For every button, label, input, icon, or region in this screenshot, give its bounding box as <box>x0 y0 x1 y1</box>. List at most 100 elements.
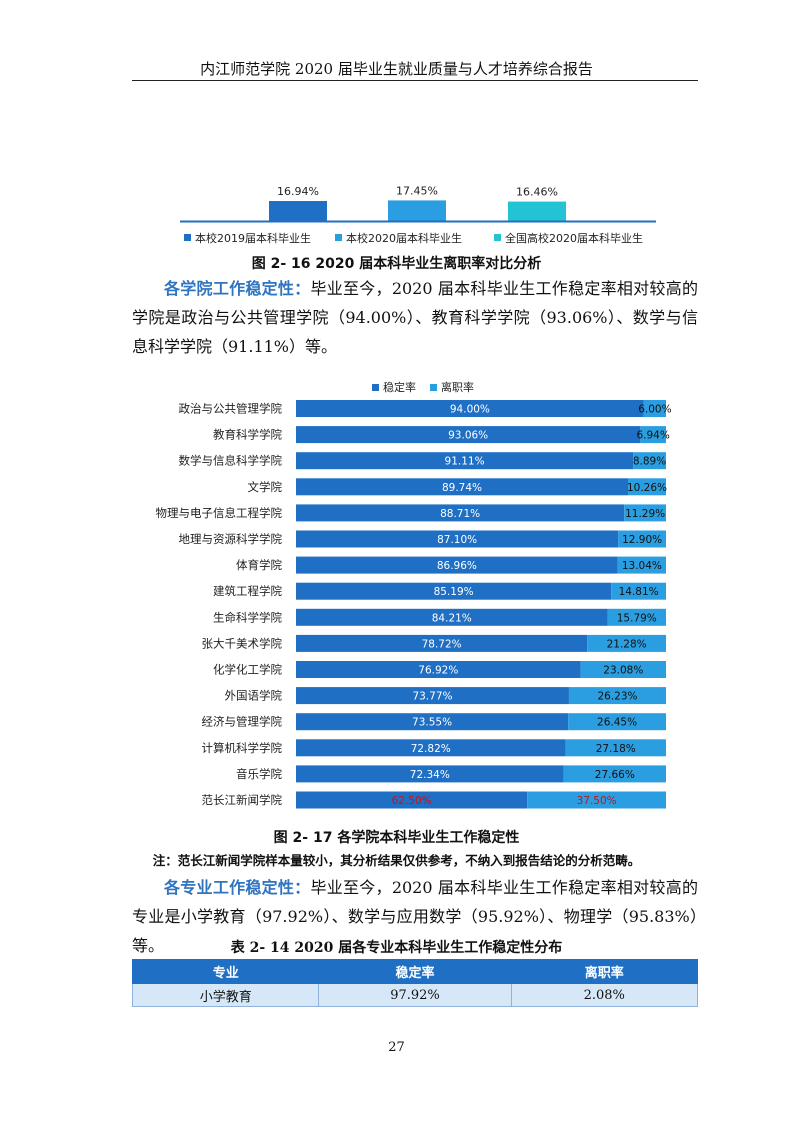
table-row: 小学教育 97.92% 2.08% <box>131 983 699 1007</box>
bar-leave <box>611 582 666 600</box>
bar-leave <box>643 400 666 417</box>
data-label-stable: 84.21% <box>432 612 472 624</box>
data-label-leave: 27.18% <box>596 743 636 755</box>
page-number: 27 <box>388 1040 405 1055</box>
section-body: 毕业至今，2020 届本科毕业生工作稳定率相对较高的专业是小学教育（97.92%… <box>132 878 698 955</box>
data-label-stable: 62.50% <box>392 795 432 807</box>
data-label-leave: 11.29% <box>625 508 665 520</box>
data-label-leave: 6.00% <box>638 404 671 416</box>
table-cell-leave-rate: 2.08% <box>510 983 699 1007</box>
page-header-title: 内江师范学院 2020 届毕业生就业质量与人才培养综合报告 <box>200 60 593 78</box>
data-label-stable: 78.72% <box>422 638 462 650</box>
category-label: 经济与管理学院 <box>202 715 283 729</box>
legend-label: 全国高校2020届本科毕业生 <box>505 231 643 245</box>
column-header-major: 专业 <box>131 959 320 984</box>
data-label-leave: 15.79% <box>617 612 657 624</box>
data-label-stable: 73.55% <box>412 717 452 729</box>
data-label: 16.46% <box>516 186 558 199</box>
figure-caption-2-17: 图 2- 17 各学院本科毕业生工作稳定性 <box>273 830 520 846</box>
data-label-leave: 6.94% <box>636 430 669 442</box>
legend-swatch <box>184 234 191 241</box>
bar-stable <box>296 556 618 574</box>
legend-label: 稳定率 <box>383 380 416 394</box>
bar-stable <box>296 687 569 705</box>
chart-turnover-comparison: 16.94% 17.45% 16.46% 本校2019届本科毕业生 本校2020届本科毕… <box>180 184 656 245</box>
table-header-row: 专业 稳定率 离职率 <box>131 959 699 984</box>
bar-leave <box>587 634 666 652</box>
bar-leave <box>628 478 666 496</box>
data-label-leave: 13.04% <box>622 560 662 572</box>
bar-stable <box>296 661 581 678</box>
category-label: 生命科学学院 <box>213 610 282 624</box>
data-label-stable: 87.10% <box>437 534 477 546</box>
bar-stable <box>296 478 629 496</box>
data-label-leave: 21.28% <box>607 638 647 650</box>
column-header-stable-rate: 稳定率 <box>318 959 512 984</box>
section-body: 毕业至今，2020 届本科毕业生工作稳定率相对较高的学院是政治与公共管理学院（9… <box>132 279 698 356</box>
category-label: 体育学院 <box>236 558 282 572</box>
data-label-leave: 27.66% <box>595 769 635 781</box>
bar-stable <box>296 582 612 600</box>
bar-leave <box>565 739 666 757</box>
data-label-stable: 72.34% <box>410 769 450 781</box>
data-label-stable: 89.74% <box>442 482 482 494</box>
header-rule <box>132 80 698 81</box>
column-header-leave-rate: 离职率 <box>510 959 699 984</box>
bar-stable <box>296 739 566 757</box>
bar-leave <box>624 504 666 522</box>
category-label: 物理与电子信息工程学院 <box>156 506 283 520</box>
category-label: 文学院 <box>248 480 283 494</box>
legend-swatch <box>494 234 501 241</box>
data-label-stable: 93.06% <box>448 430 488 442</box>
bar-3 <box>508 201 566 221</box>
table-caption-2-14: 表 2- 14 2020 届各专业本科毕业生工作稳定性分布 <box>230 940 563 956</box>
data-label-stable: 94.00% <box>450 404 490 416</box>
category-label: 计算机科学学院 <box>202 741 283 755</box>
bar-leave <box>580 661 666 678</box>
data-label-leave: 37.50% <box>577 795 617 807</box>
category-label: 张大千美术学院 <box>202 636 283 650</box>
data-label-stable: 85.19% <box>434 586 474 598</box>
legend-label: 离职率 <box>441 380 474 394</box>
bar-leave <box>633 452 666 470</box>
category-label: 政治与公共管理学院 <box>179 402 283 416</box>
bar-leave <box>617 556 666 574</box>
category-label: 化学化工学院 <box>213 663 282 677</box>
category-label: 外国语学院 <box>225 689 283 703</box>
data-label: 16.94% <box>277 185 319 198</box>
bar-2 <box>388 200 446 221</box>
section-keyword: 各学院工作稳定性： <box>164 279 311 298</box>
data-label-leave: 26.45% <box>597 717 637 729</box>
category-label: 地理与资源科学学院 <box>179 532 283 546</box>
figure-caption-2-16: 图 2- 16 2020 届本科毕业生离职率对比分析 <box>251 256 542 272</box>
bar-leave <box>527 791 666 809</box>
section-keyword: 各专业工作稳定性： <box>164 878 311 897</box>
bar-stable <box>296 530 619 548</box>
data-label-stable: 86.96% <box>437 560 477 572</box>
data-label-leave: 26.23% <box>597 691 637 703</box>
legend-label: 本校2019届本科毕业生 <box>195 231 311 245</box>
chart-footnote: 注：范长江新闻学院样本量较小，其分析结果仅供参考，不纳入到报告结论的分析范畴。 <box>152 853 641 868</box>
bar-stable <box>296 452 634 470</box>
legend-label: 本校2020届本科毕业生 <box>346 231 462 245</box>
table-cell-stable-rate: 97.92% <box>318 983 512 1007</box>
data-label-leave: 12.90% <box>622 534 662 546</box>
data-label-stable: 76.92% <box>418 665 458 677</box>
bar-stable <box>296 608 608 626</box>
legend-swatch <box>372 384 379 391</box>
bar-leave <box>640 426 666 444</box>
data-label-stable: 91.11% <box>445 456 485 468</box>
bar-stable <box>296 504 625 522</box>
table-cell-major: 小学教育 <box>131 983 320 1007</box>
category-label: 数学与信息科学学院 <box>179 454 283 468</box>
bar-stable <box>296 765 564 783</box>
section-major-stability: 各专业工作稳定性：毕业至今，2020 届本科毕业生工作稳定率相对较高的专业是小学… <box>132 873 698 960</box>
bar-1 <box>269 201 327 221</box>
legend-swatch <box>430 384 437 391</box>
data-label-leave: 23.08% <box>603 665 643 677</box>
bar-stable <box>296 426 641 444</box>
data-label-stable: 73.77% <box>412 691 452 703</box>
bar-stable <box>296 634 588 652</box>
section-college-stability: 各学院工作稳定性：毕业至今，2020 届本科毕业生工作稳定率相对较高的学院是政治… <box>132 274 698 361</box>
